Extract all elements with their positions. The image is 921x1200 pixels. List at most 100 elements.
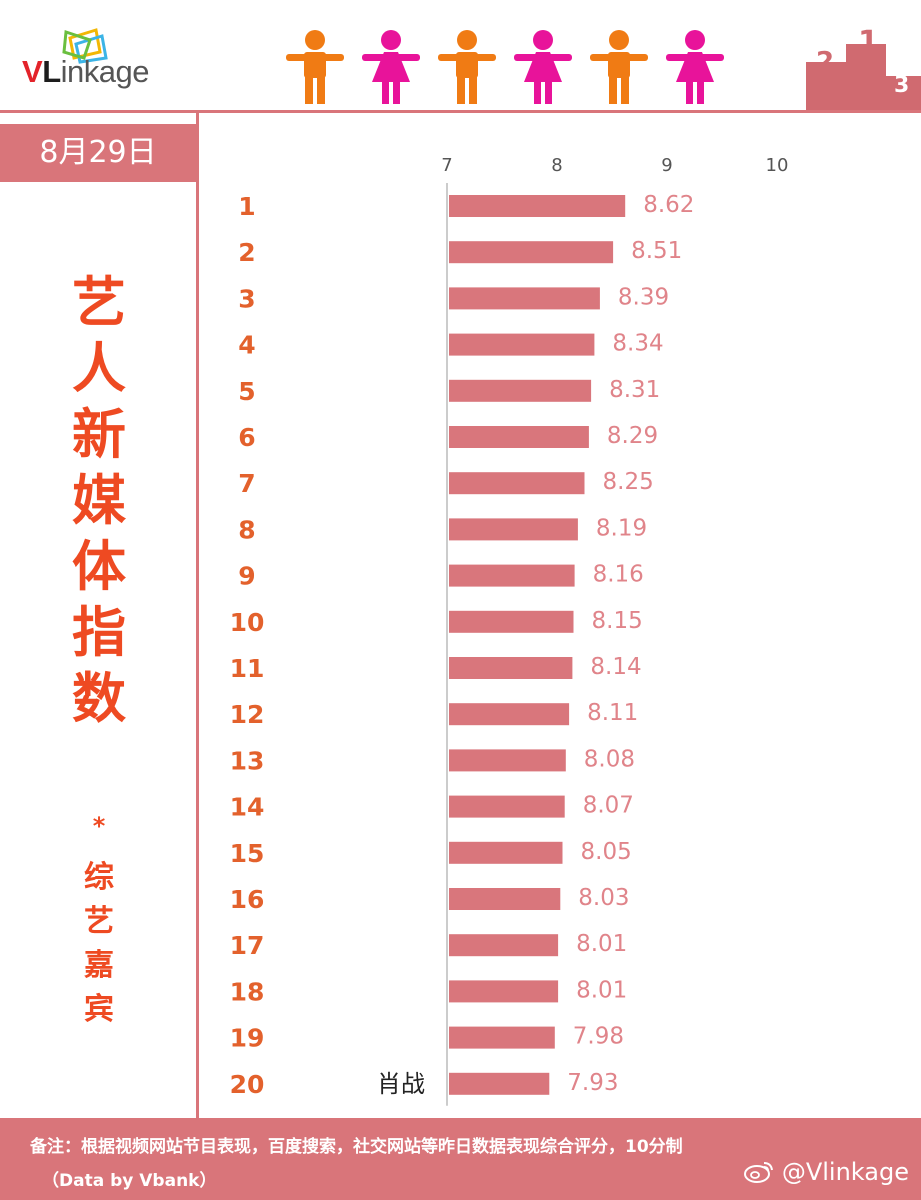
- bar: [449, 195, 626, 217]
- value-label: 8.08: [584, 746, 635, 772]
- bar-row: 13 8.08: [230, 746, 635, 775]
- bar-row: 16 8.03: [230, 885, 630, 914]
- bar-row: 1 8.62: [238, 192, 694, 221]
- bar: [449, 564, 575, 587]
- podium-icon: 2 1 3: [806, 25, 921, 110]
- value-label: 8.19: [596, 515, 647, 541]
- left-panel: [0, 113, 199, 1118]
- value-label: 8.05: [581, 839, 632, 865]
- x-tick-label: 8: [551, 155, 562, 176]
- bar: [449, 888, 561, 910]
- footer: 备注：根据视频网站节目表现，百度搜索，社交网站等昨日数据表现综合评分，10分制 …: [0, 1118, 921, 1200]
- weibo-icon: [743, 1162, 773, 1183]
- rank-label: 19: [230, 1024, 265, 1053]
- value-label: 8.39: [618, 284, 669, 310]
- value-label: 8.25: [603, 469, 654, 495]
- rank-label: 15: [230, 839, 265, 868]
- rank-label: 18: [230, 977, 265, 1006]
- bar: [449, 795, 565, 818]
- value-label: 8.11: [587, 700, 638, 726]
- header: VLinkage: [0, 0, 921, 110]
- logo-mark-icon: [62, 28, 108, 64]
- bar-row: 19 7.98: [230, 1024, 624, 1053]
- bar: [449, 749, 566, 772]
- rank-label: 20: [230, 1070, 265, 1099]
- bar: [449, 610, 574, 633]
- value-label: 8.01: [576, 977, 627, 1003]
- bar-row: 14 8.07: [230, 793, 634, 822]
- rank-label: 4: [238, 331, 255, 360]
- bar-row: 11 8.14: [230, 654, 642, 683]
- logo-rest: inkage: [60, 54, 150, 89]
- rank-label: 5: [238, 377, 255, 406]
- value-label: 7.98: [573, 1024, 624, 1050]
- bar-row: 3 8.39: [238, 284, 669, 313]
- footer-note: 备注：根据视频网站节目表现，百度搜索，社交网站等昨日数据表现综合评分，10分制: [30, 1137, 683, 1157]
- person-male-icon: [438, 30, 496, 104]
- bar-row: 10 8.15: [230, 608, 643, 637]
- bar: [449, 333, 595, 356]
- bar: [449, 841, 563, 864]
- rank-label: 16: [230, 885, 265, 914]
- bar: [449, 1026, 555, 1049]
- svg-text:1: 1: [858, 25, 879, 60]
- x-tick-label: 10: [766, 155, 789, 176]
- page-title: 艺人新媒体指数: [72, 271, 126, 730]
- person-female-icon: [514, 30, 572, 104]
- bar: [449, 980, 559, 1003]
- rank-label: 17: [230, 931, 265, 960]
- value-label: 8.34: [612, 331, 663, 357]
- watermark-text: @Vlinkage: [781, 1158, 909, 1186]
- value-label: 8.01: [576, 931, 627, 957]
- bar-row: 2 8.51: [238, 238, 682, 267]
- svg-text:2: 2: [816, 47, 834, 77]
- bar-row: 18 8.01: [230, 977, 628, 1006]
- rank-label: 12: [230, 700, 265, 729]
- bar-rows: 1 8.622 8.513 8.394 8.345 8.316 8.297 8.258 8.19…: [230, 192, 695, 1099]
- bar: [449, 657, 573, 679]
- bar-row: 5 8.31: [238, 377, 660, 406]
- category-subtitle: 综艺嘉宾: [84, 860, 114, 1027]
- date-badge: 8月29日: [0, 124, 196, 182]
- header-divider: [0, 110, 921, 113]
- bar: [449, 426, 589, 448]
- rank-label: 1: [238, 192, 255, 221]
- data-source: （Data by Vbank）: [42, 1171, 217, 1191]
- rank-label: 8: [238, 515, 255, 544]
- bar-row: 9 8.16: [238, 562, 644, 591]
- value-label: 7.93: [567, 1070, 618, 1096]
- rank-label: 13: [230, 746, 265, 775]
- logo-l: L: [42, 54, 61, 89]
- bar-row: 15 8.05: [230, 839, 632, 868]
- bar: [449, 287, 600, 310]
- svg-text:3: 3: [894, 73, 909, 98]
- value-label: 8.14: [590, 654, 641, 680]
- bar: [449, 934, 559, 957]
- bar: [449, 472, 585, 495]
- logo-wordmark: VLinkage: [22, 54, 149, 90]
- bar-row: 6 8.29: [238, 423, 658, 452]
- value-label: 8.07: [583, 793, 634, 819]
- rank-label: 9: [238, 562, 255, 591]
- bar-row: 7 8.25: [238, 469, 653, 498]
- bar: [449, 241, 614, 264]
- bar: [449, 518, 578, 541]
- weibo-watermark: @Vlinkage: [743, 1158, 909, 1186]
- people-figures: [286, 30, 724, 104]
- bar-row: 20 肖战 7.93: [230, 1070, 619, 1099]
- value-label: 8.51: [631, 238, 682, 264]
- person-female-icon: [362, 30, 420, 104]
- bar-row: 4 8.34: [238, 331, 663, 360]
- bar-row: 17 8.01: [230, 931, 628, 960]
- vlinkage-logo: VLinkage: [22, 28, 197, 92]
- person-male-icon: [286, 30, 344, 104]
- x-tick-label: 9: [661, 155, 672, 176]
- rank-label: 3: [238, 284, 255, 313]
- rank-label: 2: [238, 238, 255, 267]
- rank-label: 7: [238, 469, 255, 498]
- value-label: 8.62: [643, 192, 694, 218]
- bar-row: 12 8.11: [230, 700, 639, 729]
- bar-chart: 7 8 9 10 1 8.622 8.513 8.394 8.345 8.316 8.297 8.2…: [230, 155, 789, 1106]
- person-female-icon: [666, 30, 724, 104]
- value-label: 8.31: [609, 377, 660, 403]
